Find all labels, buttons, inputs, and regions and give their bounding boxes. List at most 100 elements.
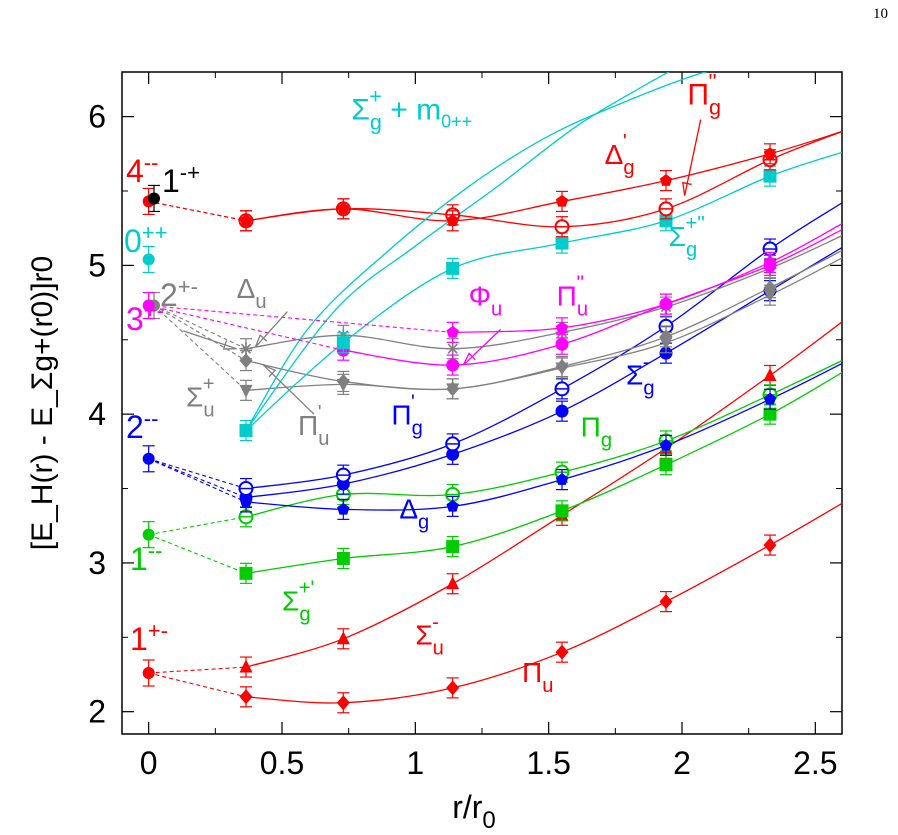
- axis-ticks: 0 0.5 1 1.5 2 2.5 2 3 4 5 6: [88, 72, 842, 781]
- plot-border: [121, 71, 843, 735]
- data-point: [659, 174, 673, 186]
- dashed-link: [148, 458, 247, 490]
- data-point: [336, 695, 350, 711]
- data-point: [239, 424, 253, 438]
- curve-label: Πu: [522, 657, 553, 697]
- curve-label: Δg: [399, 493, 429, 533]
- curve-label: Δu: [237, 273, 267, 313]
- data-point: [555, 236, 569, 250]
- data-point: [659, 297, 673, 310]
- data-point: [763, 392, 777, 405]
- data-point: [555, 644, 569, 660]
- glueball-point: [148, 192, 160, 205]
- glueball-label: 4--: [126, 150, 158, 189]
- plot-frame: [121, 71, 843, 735]
- data-point: [240, 343, 252, 354]
- data-point: [446, 540, 460, 554]
- dashed-link: [148, 458, 247, 498]
- data-point: [239, 214, 253, 227]
- glueball-label: 1--: [130, 538, 162, 577]
- series-line: [245, 130, 842, 228]
- curve-label: Πg: [581, 411, 612, 451]
- dashed-link: [148, 200, 247, 222]
- data-point: [336, 631, 350, 645]
- arrow-head: [263, 364, 277, 378]
- data-point: [659, 329, 673, 345]
- glueball-label: 1-+: [162, 160, 200, 199]
- glueball-label: 1+-: [130, 618, 168, 657]
- glueball-point: [142, 452, 155, 465]
- data-point: [446, 214, 459, 227]
- series-line: [245, 151, 842, 432]
- data-point: [446, 499, 459, 512]
- data-point: [337, 502, 350, 515]
- data-point: [555, 321, 569, 334]
- x-tick-label: 2: [673, 745, 691, 781]
- glueball-label: 2--: [126, 406, 158, 445]
- y-tick-label: 3: [88, 545, 106, 581]
- data-point: [446, 325, 459, 338]
- data-point: [447, 343, 458, 354]
- series-line: [245, 362, 842, 511]
- x-tick-label: 1: [406, 745, 424, 781]
- data-point: [555, 337, 569, 351]
- series-line: [245, 72, 670, 431]
- data-point: [446, 576, 460, 590]
- data-point: [555, 359, 569, 375]
- x-tick-label: 1.5: [526, 745, 570, 781]
- dashed-link: [153, 305, 247, 391]
- arrow-head: [222, 340, 237, 350]
- glueball-point: [142, 528, 155, 541]
- x-tick-label: 0.5: [260, 745, 304, 781]
- arrow-head: [462, 352, 476, 366]
- data-point: [659, 438, 673, 451]
- page-number: 10: [873, 6, 888, 22]
- data-point: [659, 458, 673, 472]
- dashed-link: [148, 534, 247, 574]
- arrow-head: [682, 181, 692, 196]
- dashed-link: [153, 305, 247, 350]
- arrow-line: [462, 328, 502, 366]
- curve-label: Σu-: [415, 612, 444, 660]
- curve-label: Πg': [391, 392, 422, 440]
- dashed-link: [148, 672, 247, 698]
- arrow-line: [684, 119, 702, 196]
- dashed-link: [148, 305, 453, 333]
- series-lines: [245, 72, 842, 704]
- data-point: [555, 194, 569, 207]
- data-point: [239, 384, 253, 398]
- dashed-link: [153, 305, 247, 362]
- series-line: [245, 502, 842, 704]
- data-point: [446, 261, 460, 275]
- series-line: [245, 321, 842, 668]
- data-point: [239, 659, 253, 673]
- curve-label: Δg': [605, 131, 635, 179]
- data-point: [555, 504, 569, 518]
- data-point: [763, 407, 777, 421]
- data-point: [555, 404, 569, 418]
- data-point: [239, 566, 253, 580]
- data-point: [336, 551, 350, 565]
- data-point: [336, 373, 350, 389]
- series-line: [245, 249, 842, 391]
- glueball-point: [142, 299, 155, 312]
- data-point: [239, 353, 253, 369]
- arrow-head: [254, 334, 268, 348]
- data-point: [337, 202, 350, 215]
- curve-label: Πu'': [557, 273, 588, 321]
- glueball-points: [142, 184, 160, 687]
- glueball-point: [142, 253, 155, 266]
- series-line: [245, 72, 708, 431]
- curve-label: Πu': [298, 402, 329, 450]
- data-point: [763, 367, 777, 381]
- curve-label: Σg+ + m0++: [351, 84, 472, 135]
- data-point: [336, 336, 350, 350]
- data-point: [446, 358, 460, 372]
- dashed-link: [148, 305, 344, 351]
- glueball-label: 2+-: [160, 274, 198, 313]
- curve-label: Φu: [469, 281, 503, 321]
- axis-labels: r/r0 [E_H(r) - E_Σg+(r0)]r0: [26, 256, 496, 834]
- curve-label: Σg-: [626, 351, 655, 399]
- dashed-link: [148, 516, 247, 536]
- glueball-links: [148, 200, 453, 698]
